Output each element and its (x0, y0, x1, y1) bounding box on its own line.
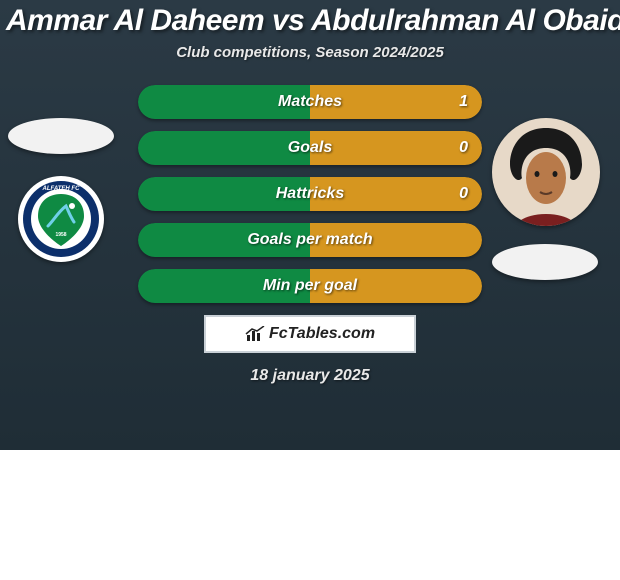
stat-row: Matches1 (138, 85, 482, 119)
stat-label: Hattricks (138, 177, 482, 211)
stat-row: Hattricks0 (138, 177, 482, 211)
brand-box[interactable]: FcTables.com (204, 315, 416, 353)
stat-row: Min per goal (138, 269, 482, 303)
svg-text:1958: 1958 (55, 232, 66, 238)
stat-label: Goals (138, 131, 482, 165)
subtitle: Club competitions, Season 2024/2025 (0, 44, 620, 61)
comparison-card: Ammar Al Daheem vs Abdulrahman Al Obaid … (0, 0, 620, 450)
shield-icon: ALFATEH FC 1958 (18, 176, 104, 262)
right-club-badge-placeholder (492, 244, 598, 280)
stat-value-right: 1 (459, 85, 468, 119)
page-title: Ammar Al Daheem vs Abdulrahman Al Obaid (6, 4, 614, 38)
brand-label: FcTables.com (269, 325, 375, 343)
stat-label: Goals per match (138, 223, 482, 257)
stat-value-right: 0 (459, 177, 468, 211)
stat-row: Goals0 (138, 131, 482, 165)
svg-text:ALFATEH FC: ALFATEH FC (42, 186, 81, 192)
below-whitespace (0, 450, 620, 580)
left-player-column: ALFATEH FC 1958 (8, 118, 128, 262)
avatar-icon (492, 118, 600, 226)
right-player-photo (492, 118, 600, 226)
left-player-avatar-placeholder (8, 118, 114, 154)
stat-rows: Matches1Goals0Hattricks0Goals per matchM… (138, 85, 482, 303)
date-label: 18 january 2025 (0, 367, 620, 385)
bar-chart-icon (245, 326, 265, 342)
stat-label: Min per goal (138, 269, 482, 303)
left-club-badge: ALFATEH FC 1958 (18, 176, 104, 262)
right-player-column (492, 118, 612, 280)
stat-value-right: 0 (459, 131, 468, 165)
stat-label: Matches (138, 85, 482, 119)
stat-row: Goals per match (138, 223, 482, 257)
